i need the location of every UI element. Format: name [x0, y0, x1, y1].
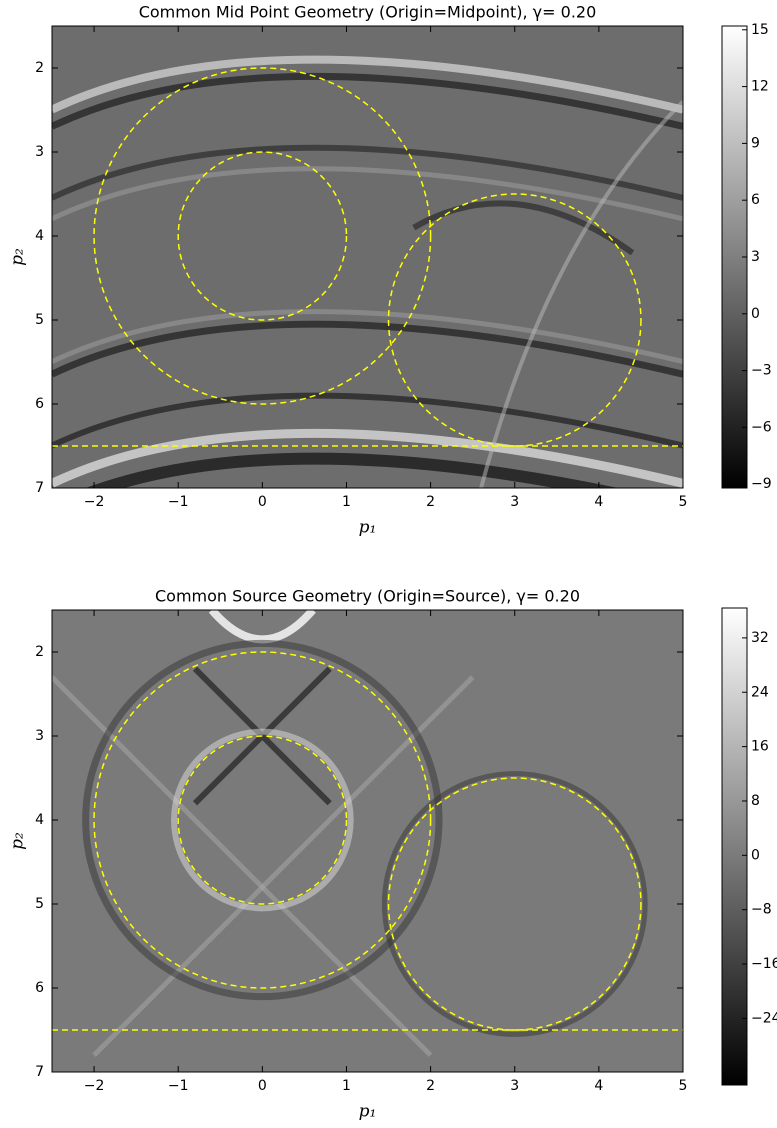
x-tick-label: 3 [510, 494, 519, 510]
x-tick-label: 2 [426, 494, 435, 510]
x-tick-label: −2 [84, 494, 105, 510]
y-tick-label: 6 [35, 980, 44, 996]
x-tick-label: 1 [342, 494, 351, 510]
colorbar-tick-label: 32 [751, 630, 769, 646]
colorbar-tick-label: −24 [751, 1010, 777, 1026]
x-axis-label: p₁ [359, 1102, 377, 1122]
axes-frame [51, 25, 684, 489]
heatmap-feature [412, 200, 635, 256]
colorbar [721, 607, 748, 1086]
colorbar-tick-label: −16 [751, 956, 777, 972]
heatmap-feature [85, 452, 619, 488]
plot-area [52, 26, 683, 488]
overlay-circle [93, 67, 432, 405]
colorbar-tick-label: 0 [751, 306, 760, 322]
overlay-circle [177, 735, 348, 905]
y-tick-label: 5 [35, 896, 44, 912]
y-tick-label: 7 [35, 480, 44, 496]
colorbar-tick-label: 24 [751, 684, 769, 700]
colorbar-tick-label: 8 [751, 793, 760, 809]
y-tick-label: 3 [35, 728, 44, 744]
y-tick-label: 6 [35, 396, 44, 412]
heatmap-feature [208, 610, 316, 644]
x-tick-label: 5 [679, 494, 688, 510]
y-axis-label: p₂ [8, 832, 28, 850]
overlay-circle [93, 651, 432, 989]
x-tick-label: 2 [426, 1078, 435, 1094]
x-tick-label: 1 [342, 1078, 351, 1094]
chart-title: Common Mid Point Geometry (Origin=Midpoi… [139, 3, 597, 22]
colorbar-tick-label: 9 [751, 135, 760, 151]
heatmap-feature [52, 320, 683, 378]
x-tick-label: 5 [679, 1078, 688, 1094]
plot-area [52, 610, 683, 1072]
colorbar-tick-label: 12 [751, 79, 769, 95]
heatmap-feature [479, 100, 683, 488]
heatmap-feature [170, 728, 354, 912]
heatmap-feature [52, 428, 683, 488]
overlay-circle [177, 151, 348, 321]
colorbar-tick-label: −8 [751, 902, 772, 918]
heatmap-feature [82, 639, 443, 1001]
x-tick-label: 4 [594, 1078, 603, 1094]
x-tick-label: −2 [84, 1078, 105, 1094]
x-tick-label: 3 [510, 1078, 519, 1094]
y-tick-label: 2 [35, 60, 44, 76]
y-axis-label: p₂ [8, 248, 28, 266]
y-tick-label: 2 [35, 644, 44, 660]
colorbar-tick-label: 16 [751, 739, 769, 755]
y-tick-label: 4 [35, 812, 44, 828]
y-tick-label: 5 [35, 312, 44, 328]
overlay-circle [387, 777, 642, 1031]
chart-title: Common Source Geometry (Origin=Source), … [155, 587, 580, 606]
x-tick-label: −1 [168, 1078, 189, 1094]
axes-frame [51, 609, 684, 1073]
heatmap-feature [52, 166, 683, 222]
y-tick-label: 7 [35, 1064, 44, 1080]
y-tick-label: 3 [35, 144, 44, 160]
colorbar-tick-label: 3 [751, 249, 760, 265]
x-axis-label: p₁ [359, 518, 377, 538]
colorbar-tick-label: −3 [751, 363, 772, 379]
colorbar-tick-label: 0 [751, 847, 760, 863]
x-tick-label: 4 [594, 494, 603, 510]
x-tick-label: −1 [168, 494, 189, 510]
heatmap-feature [52, 55, 683, 114]
colorbar-tick-label: 6 [751, 192, 760, 208]
x-tick-label: 0 [258, 1078, 267, 1094]
colorbar-tick-label: −9 [751, 476, 772, 492]
colorbar-tick-label: −6 [751, 419, 772, 435]
x-tick-label: 0 [258, 494, 267, 510]
overlay-circle [387, 193, 642, 447]
y-tick-label: 4 [35, 228, 44, 244]
heatmap-feature [52, 144, 683, 201]
colorbar-tick-label: 15 [751, 22, 769, 38]
heatmap-feature [381, 771, 648, 1037]
heatmap-feature [52, 309, 683, 365]
